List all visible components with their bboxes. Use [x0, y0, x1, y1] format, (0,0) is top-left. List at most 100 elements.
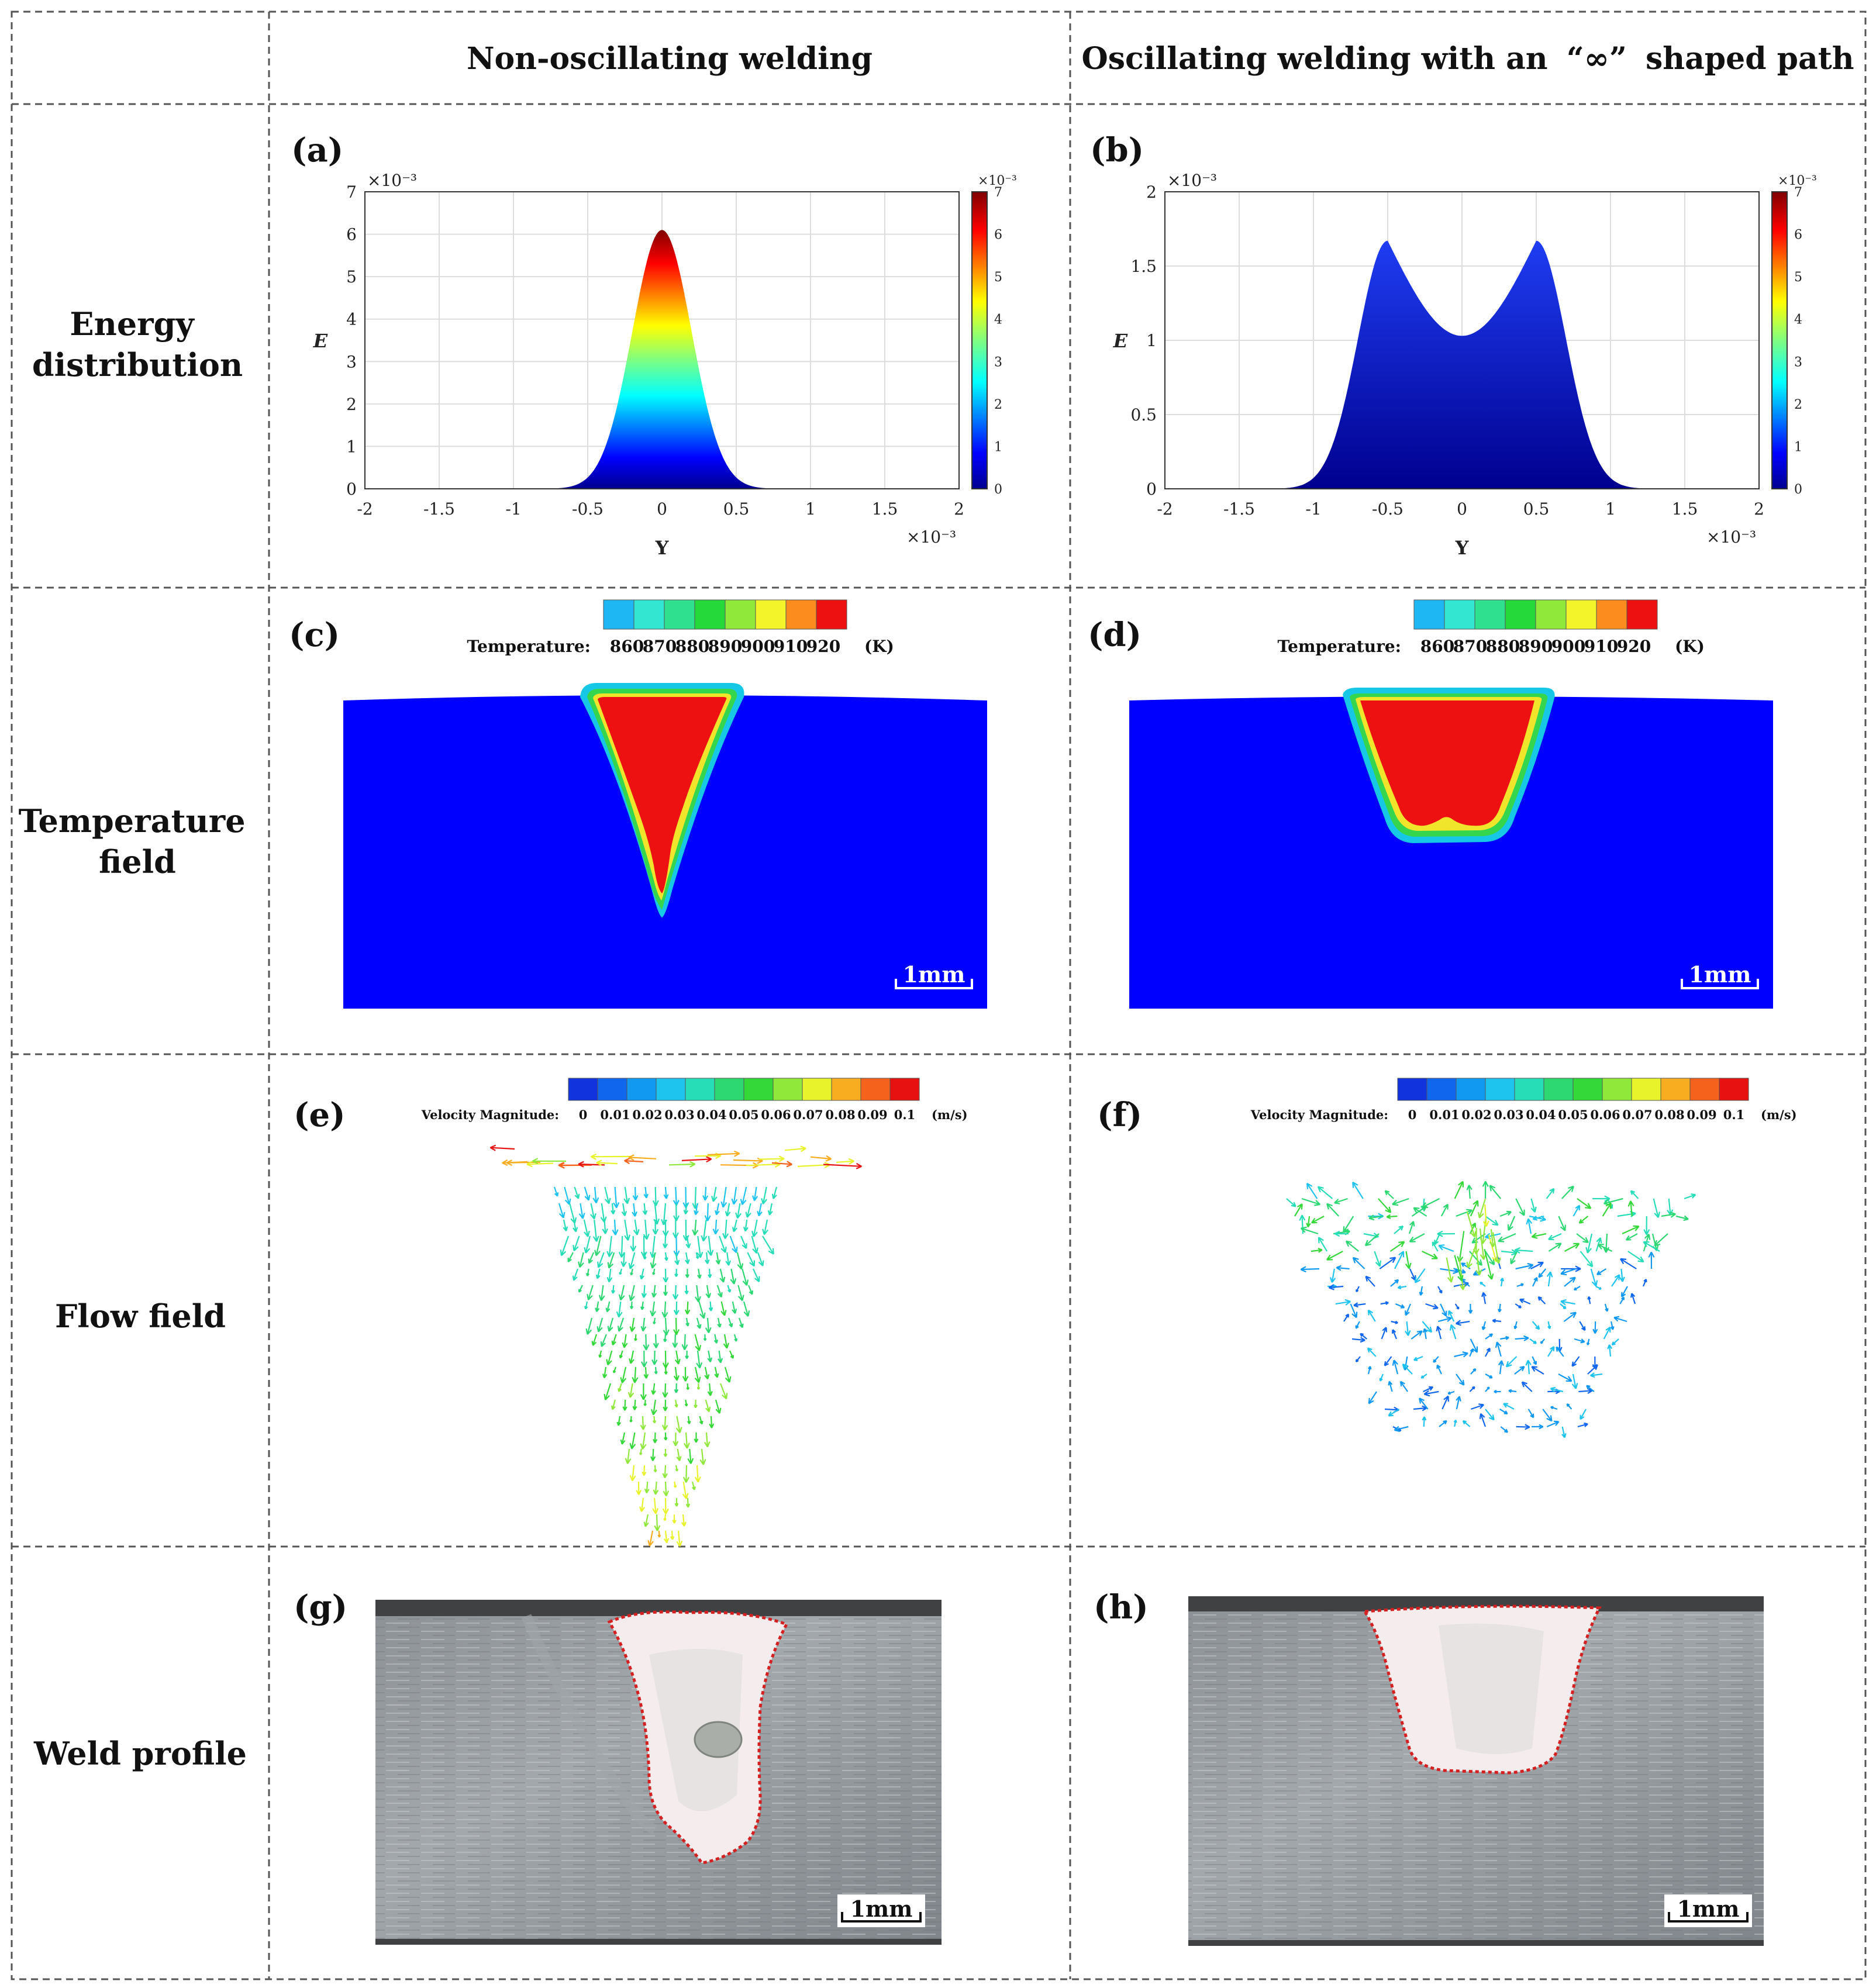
velocity-legend-swatch — [1719, 1078, 1749, 1101]
flow-arrow — [594, 1235, 602, 1257]
flow-arrow — [724, 1366, 732, 1383]
flow-arrow — [704, 1432, 711, 1448]
flow-arrow — [629, 1350, 634, 1364]
flow-arrow — [632, 1399, 637, 1410]
flow-arrow — [705, 1285, 712, 1299]
flow-arrow — [1352, 1181, 1364, 1199]
row-label-flow: Flow field — [55, 1297, 226, 1335]
flow-arrow — [620, 1432, 626, 1445]
flow-arrow — [762, 1219, 768, 1235]
flow-arrow — [1513, 1321, 1518, 1330]
flow-arrow — [1532, 1424, 1544, 1430]
flow-arrow — [574, 1186, 580, 1199]
flow-arrow — [1456, 1209, 1473, 1217]
flow-arrow — [704, 1203, 711, 1221]
velocity-legend-tick: 0.06 — [761, 1107, 791, 1122]
flow-arrow — [592, 1186, 599, 1204]
flow-arrow — [1413, 1405, 1427, 1411]
flow-arrow — [622, 1334, 628, 1348]
colorbar-tick-b: 4 — [1794, 313, 1802, 327]
flow-arrow — [1560, 1303, 1567, 1310]
flow-arrow — [699, 1448, 706, 1465]
flow-arrow — [683, 1465, 689, 1483]
flow-arrow — [1550, 1406, 1558, 1410]
header-oscillating-pre: Oscillating welding with an — [1081, 41, 1547, 77]
flow-arrow — [1538, 1268, 1547, 1278]
flow-arrow — [701, 1219, 708, 1242]
flow-arrow — [1585, 1233, 1593, 1254]
flow-arrow — [663, 1514, 667, 1521]
flow-arrow — [1499, 1210, 1512, 1217]
colorbar-tick-b: 6 — [1794, 228, 1802, 243]
flow-arrow — [1619, 1268, 1625, 1282]
flow-arrow — [1343, 1313, 1350, 1322]
flow-arrow — [1479, 1413, 1487, 1427]
flow-arrow — [1384, 1356, 1392, 1366]
flow-arrow — [1367, 1347, 1377, 1357]
scale-bar-h — [1668, 1912, 1749, 1923]
flow-arrow — [592, 1219, 599, 1242]
flow-arrow — [1306, 1216, 1311, 1228]
scale-bar-d — [1681, 979, 1759, 989]
flow-arrow — [691, 1481, 696, 1490]
colorbar-tick-a: 7 — [994, 185, 1002, 200]
flow-arrow — [673, 1186, 680, 1206]
flow-arrow — [747, 1252, 755, 1267]
colorbar-multiplier-b: ×10⁻³ — [1778, 174, 1817, 188]
velocity-legend-swatch — [1456, 1078, 1486, 1101]
flow-arrow — [1654, 1233, 1668, 1247]
flow-arrow — [1548, 1233, 1562, 1241]
velocity-legend-swatch — [597, 1078, 627, 1101]
flow-arrow — [650, 1399, 657, 1416]
flow-arrow — [661, 1416, 668, 1431]
flow-arrow — [694, 1366, 701, 1383]
flow-arrow — [685, 1268, 689, 1278]
flow-arrow — [1558, 1373, 1572, 1382]
flow-arrow — [674, 1383, 679, 1393]
flow-arrow — [1586, 1385, 1595, 1392]
flow-arrow — [676, 1530, 683, 1547]
weld-profile-h: 1mm — [1188, 1596, 1764, 1946]
flow-arrow — [1425, 1303, 1439, 1310]
flow-arrow — [1458, 1258, 1466, 1290]
flow-arrow — [682, 1366, 689, 1382]
x-tick-label-a: 0 — [657, 499, 667, 519]
temp-legend-tick: 900 — [741, 637, 775, 656]
flow-arrow — [652, 1497, 659, 1514]
flow-arrow — [618, 1285, 625, 1301]
flow-arrow — [1495, 1341, 1502, 1357]
flow-arrow — [719, 1268, 726, 1283]
temp-legend-tick: 860 — [610, 637, 644, 656]
flow-arrow — [731, 1186, 738, 1205]
flow-arrow — [719, 1383, 728, 1400]
flow-arrow — [619, 1350, 623, 1359]
flow-arrow — [627, 1383, 634, 1398]
flow-arrow — [1328, 1284, 1344, 1290]
flow-arrow — [650, 1448, 656, 1461]
scale-bar-label-h: 1mm — [1677, 1896, 1740, 1922]
x-tick-label-a: 1 — [805, 499, 816, 519]
y-tick-label-a: 3 — [346, 352, 357, 371]
flow-arrow — [1409, 1268, 1416, 1281]
flow-arrow — [611, 1285, 615, 1294]
flow-arrow — [663, 1449, 668, 1457]
y-tick-label-b: 0 — [1146, 479, 1157, 499]
flow-arrow — [711, 1186, 718, 1202]
panel-label-b: (b) — [1090, 131, 1144, 170]
temp-legend-swatch — [1444, 599, 1475, 630]
velocity-legend-tick: 0.03 — [1494, 1107, 1523, 1122]
velocity-legend-tick: 0.04 — [696, 1107, 726, 1122]
flow-arrow — [1351, 1337, 1365, 1343]
colorbar-tick-a: 4 — [994, 313, 1002, 327]
flow-arrow — [1414, 1268, 1426, 1283]
colorbar-tick-a: 5 — [994, 270, 1002, 285]
flow-arrow — [607, 1252, 615, 1269]
flow-arrow — [757, 1203, 763, 1217]
flow-arrow — [674, 1252, 680, 1265]
velocity-legend-swatch — [568, 1078, 598, 1101]
flow-arrow — [1330, 1268, 1336, 1283]
flow-arrow — [684, 1399, 688, 1407]
header-oscillating-post: shaped path — [1646, 41, 1854, 77]
velocity-legend-swatch — [1631, 1078, 1661, 1101]
